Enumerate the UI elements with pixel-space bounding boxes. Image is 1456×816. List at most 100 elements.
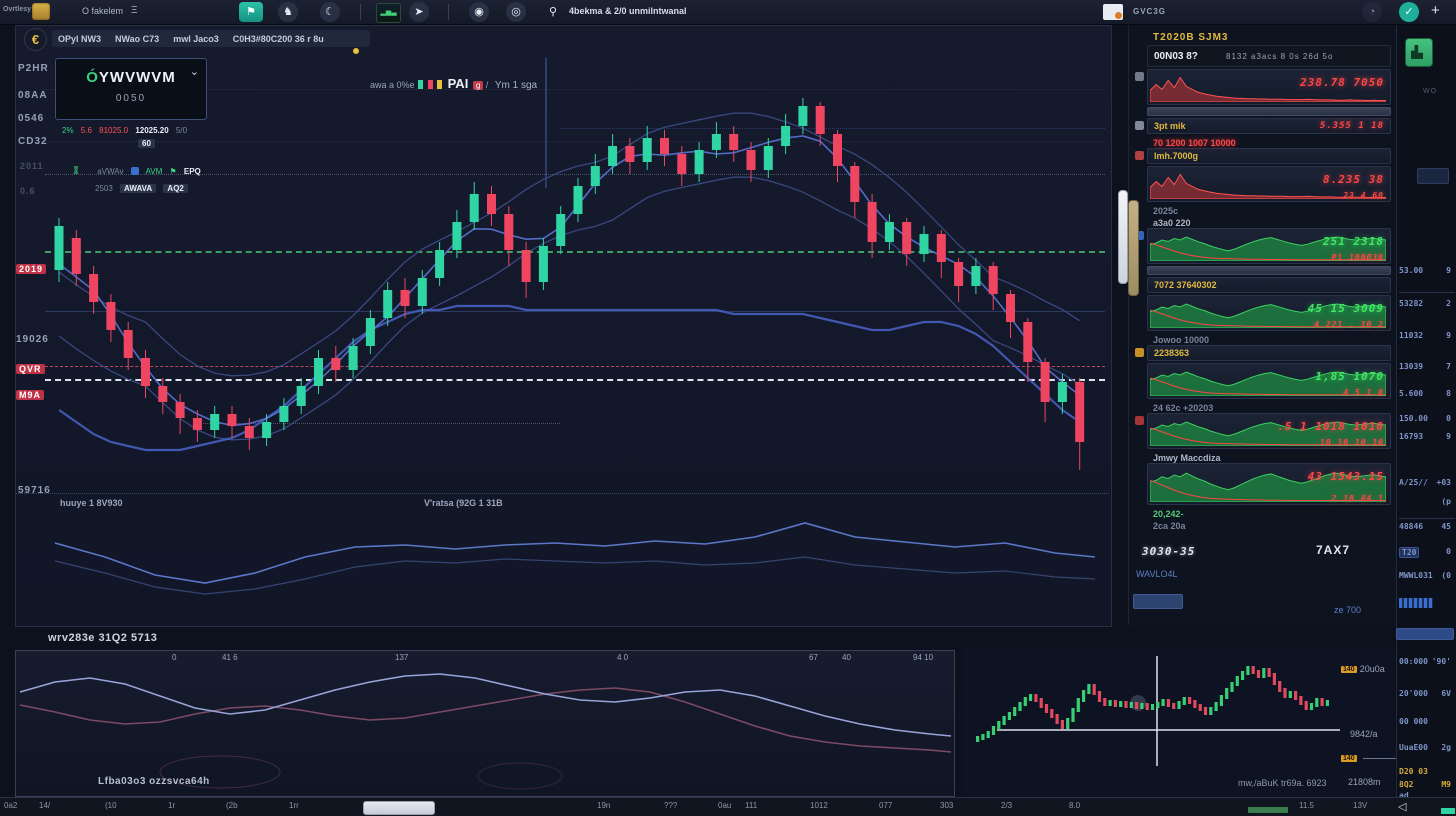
candlestick-chart[interactable] bbox=[45, 83, 1105, 507]
watchlist-row[interactable]: 238.78 7050 bbox=[1147, 69, 1391, 105]
watchlist-row[interactable]: 1,85 1070 4 5 1 0 bbox=[1147, 363, 1391, 399]
quote-row[interactable]: T20 0 bbox=[1396, 547, 1454, 558]
quote-row[interactable]: 150.00 0 bbox=[1396, 414, 1454, 423]
volume-line-chart[interactable] bbox=[15, 495, 1110, 625]
quote-row[interactable]: (p bbox=[1396, 497, 1454, 506]
watchlist-row[interactable]: 2238363 bbox=[1147, 345, 1391, 361]
row-label: Jmwy Maccdiza bbox=[1153, 453, 1221, 463]
symbol-rest: YWVWVM bbox=[99, 69, 176, 86]
watchlist-row[interactable]: 3pt mik 5.355 1 18 bbox=[1147, 118, 1391, 134]
watchlist-row[interactable]: T2020B SJM3 bbox=[1147, 30, 1391, 43]
timeframe-badge[interactable]: 60 bbox=[138, 139, 160, 148]
row-label: T2020B SJM3 bbox=[1153, 32, 1228, 43]
notifications-icon[interactable]: ♞ bbox=[278, 2, 298, 22]
watchlist-row[interactable]: 20,242- bbox=[1147, 507, 1391, 517]
mini-candlestick-chart[interactable] bbox=[962, 648, 1394, 800]
sidebar-scrollbar[interactable] bbox=[1128, 200, 1139, 296]
watchlist-row[interactable]: 43 1543.15 2 18 84 1 bbox=[1147, 463, 1391, 505]
help-icon[interactable]: ◔ bbox=[1362, 2, 1382, 22]
quote-row[interactable]: A/25// +03 bbox=[1396, 478, 1454, 487]
globe-icon[interactable]: ◉ bbox=[469, 2, 489, 22]
quote-aux: 0 bbox=[1446, 414, 1451, 423]
quote-row[interactable]: 00:000 '90' bbox=[1396, 657, 1454, 666]
quote-row[interactable]: D20 03 bbox=[1396, 767, 1454, 776]
quote-row[interactable] bbox=[1396, 628, 1454, 640]
quote-row[interactable]: 00 000 bbox=[1396, 717, 1454, 726]
menu-item[interactable]: mwl Jaco3 bbox=[173, 34, 219, 44]
app-logo-icon[interactable] bbox=[32, 3, 50, 20]
quote-row[interactable]: 5.600 8 bbox=[1396, 389, 1454, 398]
quote-row[interactable]: 16793 9 bbox=[1396, 432, 1454, 441]
row-label: 00N03 8? bbox=[1154, 51, 1198, 62]
indicator-footer-label: Lfba03o3 ozzsvca64h bbox=[98, 776, 210, 787]
scroll-left-icon[interactable]: ◁ bbox=[1398, 800, 1406, 813]
quote-value: 16793 bbox=[1399, 432, 1423, 441]
watchlist-row[interactable]: .5 1 1018 1010 10 10 10 10 bbox=[1147, 413, 1391, 449]
watchlist-row[interactable]: 7072 37640302 bbox=[1147, 277, 1391, 293]
watchlist-row[interactable]: Jmwy Maccdiza bbox=[1147, 451, 1391, 461]
quote-value: A/25// bbox=[1399, 478, 1428, 487]
theme-icon[interactable]: ☾ bbox=[320, 2, 340, 22]
watchlist-row[interactable]: 2ca 20a bbox=[1147, 519, 1391, 529]
watchlist-row[interactable]: 70 1200 1007 10000 bbox=[1147, 136, 1391, 146]
toolbar-divider bbox=[448, 4, 449, 20]
quote-row[interactable]: 20'000 6V bbox=[1396, 689, 1454, 698]
watchlist-row[interactable]: 45 15 3009 4 221 . 10 2 bbox=[1147, 295, 1391, 331]
row-subvalue: 4 5 1 0 bbox=[1343, 388, 1384, 397]
quote-row[interactable]: 53.00 9 bbox=[1396, 266, 1454, 275]
watchlist-row[interactable]: lmh.7000g bbox=[1147, 148, 1391, 164]
account-label[interactable]: O fakelem bbox=[82, 6, 123, 16]
menu-item[interactable]: OPyl NW3 bbox=[58, 34, 101, 44]
quote-aux: 8 bbox=[1446, 389, 1451, 398]
chart-menubar: OPyl NW3 NWao C73 mwl Jaco3 C0H3#80C200 36 … bbox=[52, 30, 370, 47]
menu-item[interactable]: C0H3#80C200 36 r 8u bbox=[233, 34, 324, 44]
row-icon bbox=[1135, 121, 1144, 130]
legend-indicator-badge[interactable]: AWAVA bbox=[120, 184, 156, 193]
time-axis[interactable]: ◁ bbox=[0, 797, 1456, 816]
connected-icon[interactable]: ✓ bbox=[1399, 2, 1419, 22]
pin-icon[interactable]: ⚲ bbox=[543, 2, 563, 22]
alert-dot[interactable] bbox=[353, 48, 359, 54]
quote-row[interactable]: MWWL031 (0 bbox=[1396, 571, 1454, 580]
title-candle-glyph bbox=[428, 80, 433, 89]
quote-row[interactable]: ▦▩▦ bbox=[1396, 598, 1454, 608]
watchlist-row[interactable] bbox=[1147, 266, 1391, 275]
watchlist-row[interactable]: a3a0 220 bbox=[1147, 216, 1391, 226]
watchlist-row[interactable]: 8.235 38 23 4 60 bbox=[1147, 166, 1391, 202]
quote-aux: +03 bbox=[1437, 478, 1451, 487]
chart-title-pre: awa a 0%e bbox=[370, 80, 415, 90]
quote-row[interactable]: 11032 9 bbox=[1396, 331, 1454, 340]
watchlist-row[interactable]: 2025c bbox=[1147, 204, 1391, 214]
watchlist-row[interactable]: Jowoo 10000 bbox=[1147, 333, 1391, 343]
workspace-name: GVC3G bbox=[1133, 7, 1166, 16]
quote-row[interactable]: 8Q2 M9 bbox=[1396, 780, 1454, 789]
symbol-dropdown[interactable]: ÓYWVWVM ⌄ 0050 bbox=[55, 58, 207, 120]
watchlist-row[interactable]: 24 62c +20203 bbox=[1147, 401, 1391, 411]
quote-row[interactable]: 53282 2 bbox=[1396, 299, 1454, 308]
chevron-down-icon[interactable]: ⌄ bbox=[190, 65, 199, 78]
quote-row[interactable]: 13039 7 bbox=[1396, 362, 1454, 371]
watchlist-row[interactable] bbox=[1147, 107, 1391, 116]
watchlist-row[interactable]: 00N03 8? 8132 a3acs 8 0s 26d 5o bbox=[1147, 45, 1391, 67]
watchlist-row[interactable]: 251 2318 P1 100030 bbox=[1147, 228, 1391, 264]
currency-logo[interactable]: € bbox=[24, 28, 47, 51]
quote-row[interactable]: 48846 45 bbox=[1396, 522, 1454, 531]
row-subvalue: 10 10 10 10 bbox=[1320, 438, 1384, 447]
flag-button[interactable]: ⚑ bbox=[239, 2, 263, 22]
send-icon[interactable]: ➤ bbox=[409, 2, 429, 22]
globe-outline-icon[interactable]: ◎ bbox=[506, 2, 526, 22]
vertical-scrollbar[interactable] bbox=[1118, 190, 1128, 284]
chart-thumbnail-button[interactable]: ▂▅▃ bbox=[376, 3, 401, 23]
horizontal-scrollbar-thumb[interactable] bbox=[363, 801, 435, 815]
hamburger-menu-icon[interactable]: Ξ bbox=[131, 5, 138, 16]
oscillator-line-chart[interactable] bbox=[15, 650, 955, 797]
pane-separator[interactable] bbox=[16, 493, 1109, 494]
row-subvalue: 2 18 84 1 bbox=[1332, 494, 1384, 503]
session-range-bar bbox=[1248, 807, 1288, 813]
add-tab-button[interactable]: + bbox=[1431, 2, 1440, 19]
quote-row[interactable]: UuaE00 2g bbox=[1396, 743, 1454, 752]
menu-item[interactable]: NWao C73 bbox=[115, 34, 159, 44]
row-icon bbox=[1135, 151, 1144, 160]
row-value: 238.78 7050 bbox=[1300, 76, 1384, 89]
legend-indicator-badge2[interactable]: AQ2 bbox=[163, 184, 187, 193]
